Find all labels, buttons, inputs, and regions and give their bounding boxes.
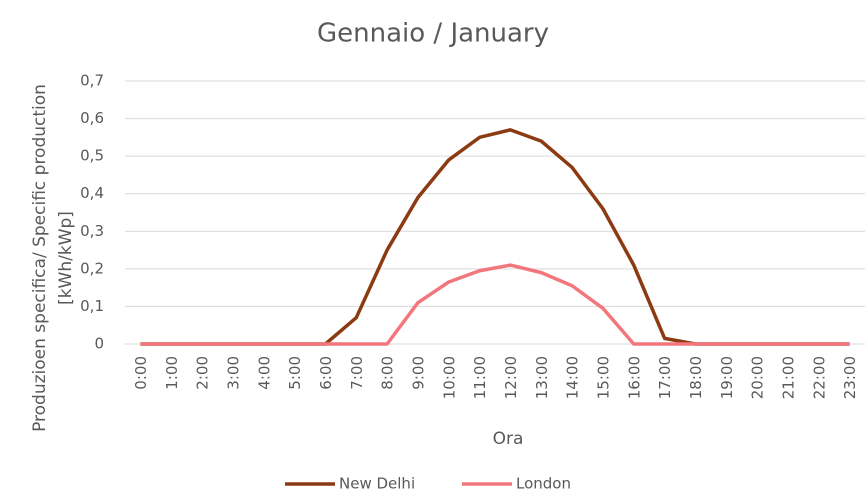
y-tick-label: 0,7 — [80, 72, 104, 90]
x-tick-label: 8:00 — [379, 356, 397, 390]
x-tick-label: 11:00 — [471, 356, 489, 399]
y-tick-label: 0,4 — [80, 184, 104, 202]
line-series — [140, 128, 850, 346]
x-tick-label: 10:00 — [440, 356, 458, 399]
x-tick-label: 5:00 — [286, 356, 304, 390]
y-tick-label: 0,1 — [80, 297, 104, 315]
x-tick-label: 12:00 — [502, 356, 520, 399]
x-tick-label: 22:00 — [810, 356, 828, 399]
x-tick-label: 17:00 — [656, 356, 674, 399]
y-tick-label: 0,5 — [80, 147, 104, 165]
x-tick-label: 15:00 — [594, 356, 612, 399]
y-tick-label: 0,3 — [80, 222, 104, 240]
x-tick-label: 3:00 — [224, 356, 242, 390]
y-axis-title: Produzioen specifica/ Specific productio… — [30, 84, 50, 432]
x-axis-title: Ora — [493, 429, 524, 449]
y-tick-label: 0,6 — [80, 109, 104, 127]
x-tick-label: 19:00 — [718, 356, 736, 399]
x-tick-label: 14:00 — [564, 356, 582, 399]
x-tick-label: 13:00 — [533, 356, 551, 399]
x-tick-label: 9:00 — [409, 356, 427, 390]
x-tick-label: 0:00 — [132, 356, 150, 390]
x-tick-label: 7:00 — [348, 356, 366, 390]
x-tick-label: 21:00 — [779, 356, 797, 399]
x-tick-label: 20:00 — [749, 356, 767, 399]
y-tick-label: 0,2 — [80, 259, 104, 277]
y-axis-title: [kWh/kWp] — [56, 211, 76, 305]
legend-label: London — [516, 475, 571, 493]
x-tick-label: 4:00 — [255, 356, 273, 390]
x-tick-label: 16:00 — [625, 356, 643, 399]
x-tick-label: 23:00 — [841, 356, 859, 399]
x-tick-label: 18:00 — [687, 356, 705, 399]
x-tick-label: 1:00 — [163, 356, 181, 390]
y-tick-label: 0 — [94, 335, 104, 353]
x-tick-label: 6:00 — [317, 356, 335, 390]
x-tick-label: 2:00 — [194, 356, 212, 390]
legend-label: New Delhi — [339, 475, 415, 493]
chart-title: Gennaio / January — [317, 19, 549, 49]
line-series — [140, 263, 850, 346]
